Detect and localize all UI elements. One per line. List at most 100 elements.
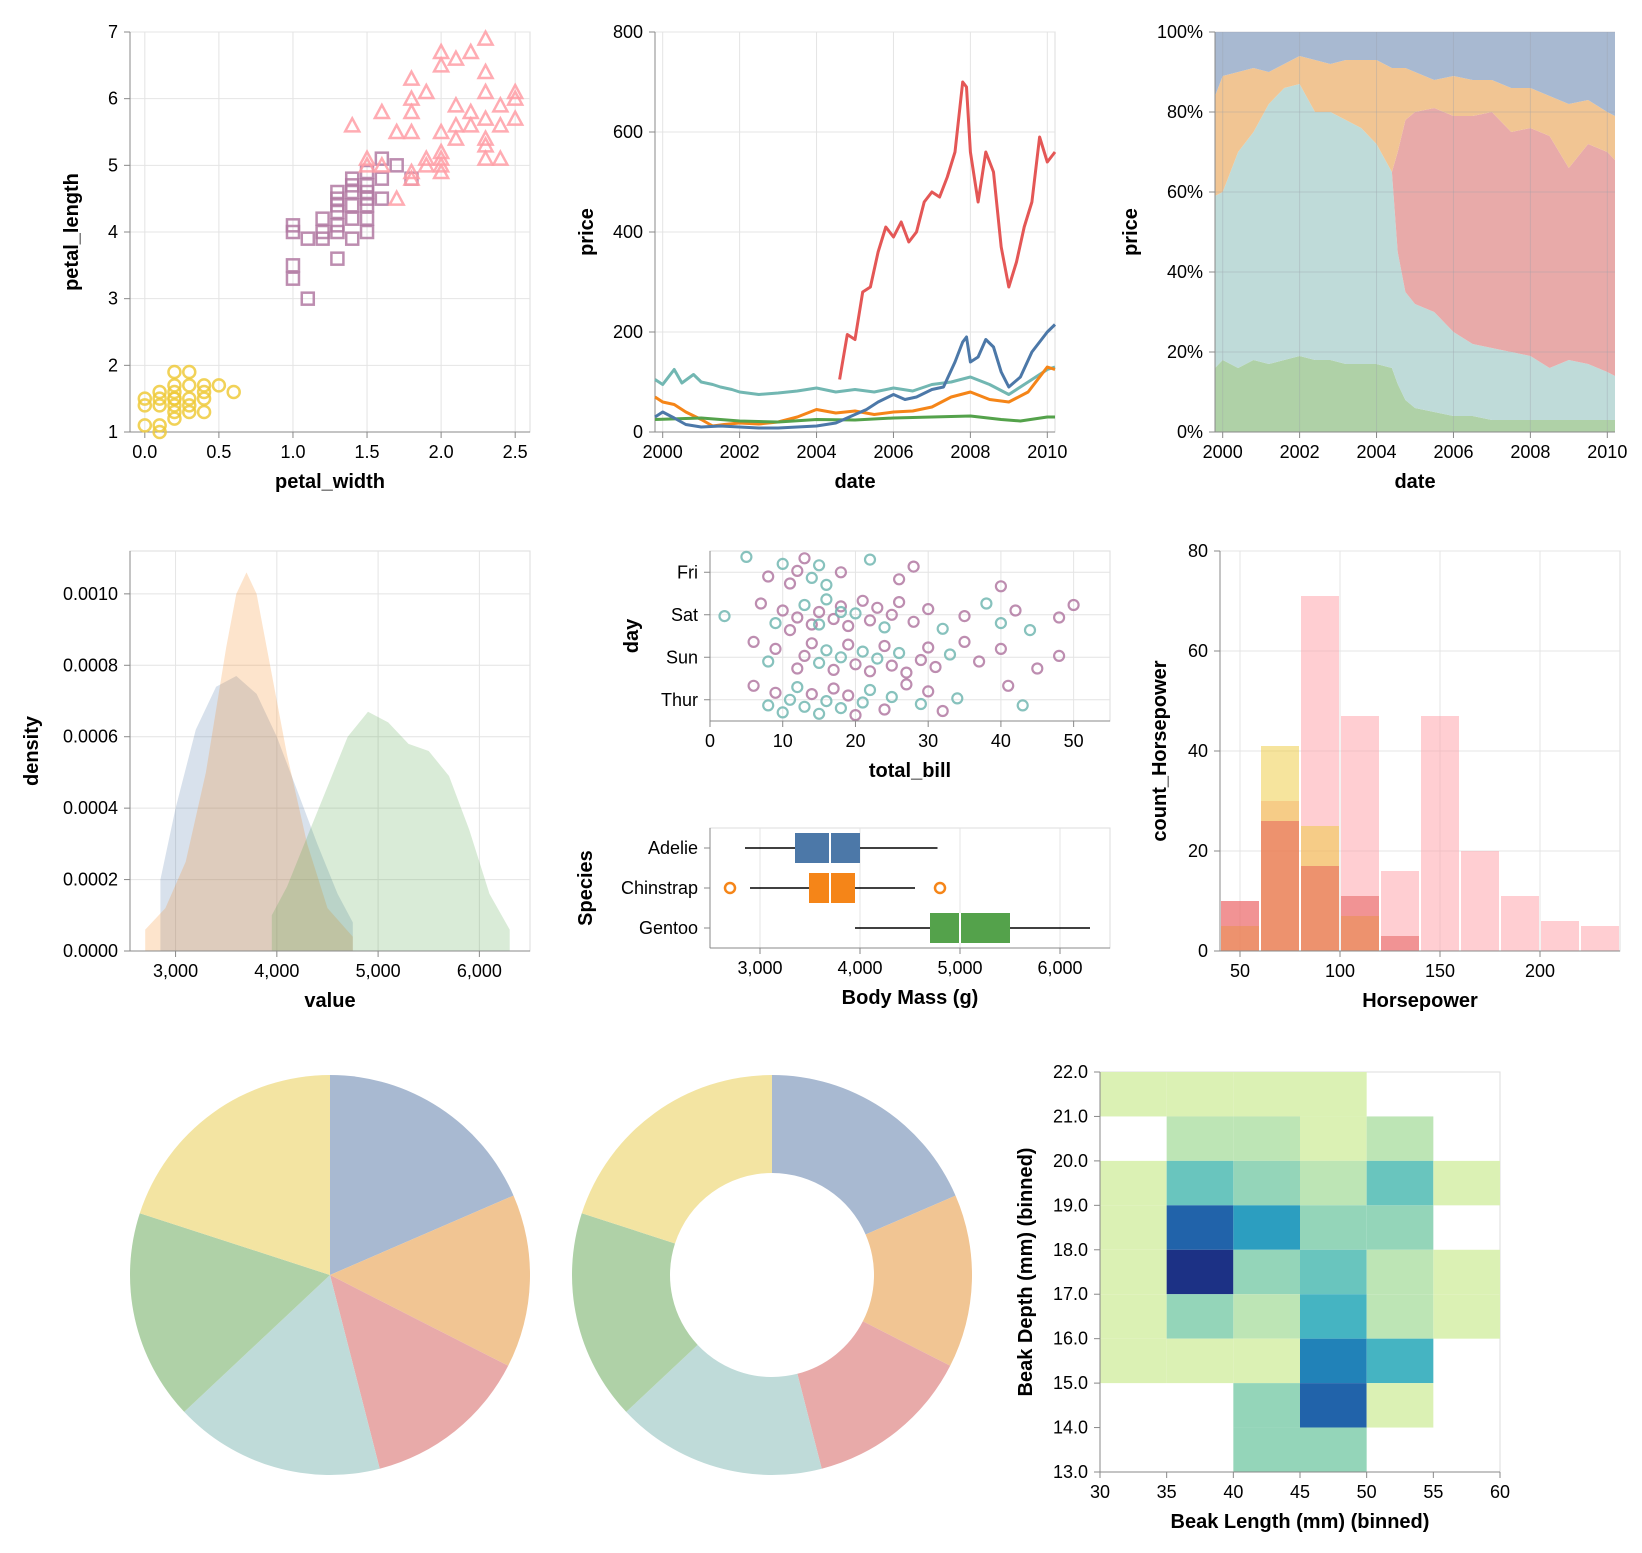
heat-cell [1300, 1249, 1367, 1295]
point-virginica [432, 55, 451, 73]
point-setosa [167, 364, 182, 380]
y-tick-label: 16.0 [1053, 1329, 1088, 1349]
tip-point [747, 635, 760, 649]
y-tick-label: 0 [633, 422, 643, 442]
x-tick-label: 5,000 [356, 961, 401, 981]
y-tick-label: Gentoo [639, 918, 698, 938]
heat-cell [1300, 1383, 1367, 1428]
tip-point [907, 615, 920, 628]
heat-cell [1433, 1160, 1500, 1206]
point-virginica [446, 95, 466, 113]
y-tick-label: 15.0 [1053, 1373, 1088, 1393]
point-versicolor [389, 158, 404, 173]
line-aapl [654, 323, 1057, 430]
tip-point [791, 662, 804, 675]
y-tick-label: 0.0008 [63, 655, 118, 675]
tip-point [769, 616, 782, 630]
point-setosa [182, 404, 197, 420]
point-virginica [387, 122, 406, 140]
tips-strip-chart: 0 10 20 30 40 50 Fri Sat Sun Thur total_bill day [621, 550, 1111, 782]
point-virginica [432, 142, 451, 160]
point-setosa [196, 404, 212, 420]
tip-point [791, 564, 804, 578]
tip-point [878, 621, 891, 634]
heat-cell [1233, 1116, 1300, 1161]
heat-cell [1100, 1160, 1167, 1206]
tip-point [900, 678, 913, 691]
x-tick-label: 20 [845, 731, 865, 751]
heat-cell [1300, 1116, 1367, 1161]
point-setosa [226, 384, 241, 400]
heat-cell [1433, 1249, 1500, 1295]
heat-cell [1100, 1205, 1167, 1250]
box-adelie [795, 833, 860, 863]
x-tick-label: 45 [1290, 1482, 1310, 1502]
x-tick-label: 2010 [1027, 442, 1067, 462]
heat-cell [1166, 1072, 1234, 1117]
y-axis-title: Species [575, 850, 597, 926]
tip-point [994, 642, 1008, 656]
point-setosa [137, 391, 153, 406]
x-tick-label: 55 [1423, 1482, 1443, 1502]
slice-1 [330, 1195, 530, 1366]
normalized-stacked-area-chart: 2000 2002 2004 2006 2008 2010 0% 20% 40% 60% 80% 10… [1120, 22, 1627, 493]
slice-3 [626, 1344, 822, 1475]
heat-cell [1233, 1383, 1300, 1428]
pie-chart [130, 1075, 530, 1475]
slice-2 [330, 1275, 509, 1469]
tip-point [805, 618, 818, 631]
line-msft [654, 365, 1056, 396]
tip-point [783, 693, 797, 706]
bar-usa [1581, 926, 1619, 951]
tip-point [834, 651, 848, 664]
y-tick-label: 17.0 [1053, 1284, 1088, 1304]
tip-point [856, 645, 869, 658]
tip-point [776, 557, 789, 571]
point-setosa [182, 364, 197, 380]
y-axis-title: count_Horsepower [1149, 660, 1171, 841]
y-tick-label: 0% [1177, 422, 1203, 442]
heat-cell [1233, 1338, 1300, 1384]
point-versicolor [359, 178, 375, 193]
point-setosa [182, 391, 197, 406]
y-tick-label: 600 [613, 122, 643, 142]
point-setosa [137, 398, 153, 413]
point-setosa [167, 391, 182, 406]
tip-point [863, 665, 877, 678]
point-setosa [152, 398, 167, 413]
point-setosa [152, 418, 167, 433]
point-virginica [417, 82, 436, 100]
tip-point [812, 707, 826, 720]
stocks-line-chart: 2000 2002 2004 2006 2008 2010 0 200 400 600 800 dat… [576, 22, 1067, 493]
point-versicolor [300, 231, 316, 246]
point-virginica [506, 109, 525, 126]
x-tick-label: 2008 [1510, 442, 1550, 462]
y-tick-label: 0.0000 [63, 941, 118, 961]
y-tick-label: 3 [108, 289, 118, 309]
y-tick-label: 400 [613, 222, 643, 242]
y-tick-label: Sat [671, 605, 698, 625]
y-tick-label: Thur [661, 690, 698, 710]
y-tick-label: 20.0 [1053, 1151, 1088, 1171]
point-setosa [182, 378, 197, 393]
slice-4 [130, 1213, 330, 1412]
tip-point [849, 708, 862, 722]
y-tick-label: 20 [1188, 841, 1208, 861]
tip-point [936, 622, 949, 635]
tip-point [820, 644, 833, 657]
tip-point [871, 601, 884, 614]
box-chinstrap [809, 873, 855, 903]
heat-cell [1300, 1338, 1367, 1384]
slice-1 [862, 1195, 972, 1366]
point-virginica [476, 29, 495, 46]
point-setosa [167, 404, 182, 420]
beak-heatmap-chart: 30 35 40 45 50 55 60 13.0 14.0 15.0 16.0 17.0 18.0 19… [1015, 1062, 1510, 1533]
y-tick-label: Adelie [648, 838, 698, 858]
tip-point [1023, 623, 1037, 637]
x-tick-label: 2006 [873, 442, 913, 462]
point-virginica [476, 82, 495, 100]
plot-frame [709, 550, 1111, 722]
tip-point [914, 653, 928, 667]
point-virginica [446, 129, 466, 146]
x-tick-label: 6,000 [1037, 958, 1082, 978]
